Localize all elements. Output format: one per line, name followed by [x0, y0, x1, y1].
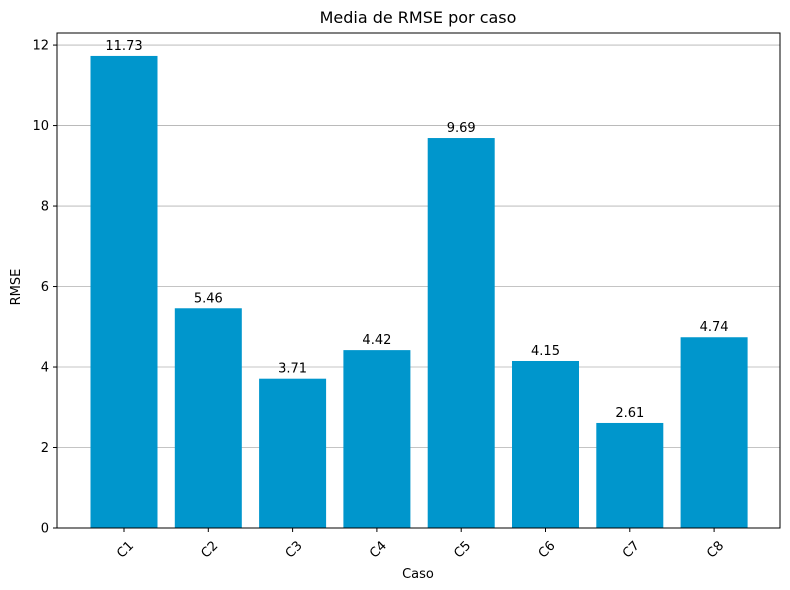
y-tick-label: 8: [41, 200, 49, 215]
bar-c5: [427, 138, 495, 528]
y-tick-label: 4: [41, 361, 49, 376]
x-axis-ticks: C1 C2 C3 C4 C5 C6 C7 C8: [114, 528, 727, 561]
x-tick-label-c3: C3: [283, 538, 306, 561]
y-axis-label: RMSE: [9, 269, 24, 306]
bar-c3: [259, 378, 327, 528]
x-tick-label-c4: C4: [367, 538, 390, 561]
y-tick-label: 2: [41, 441, 49, 456]
x-tick-label-c7: C7: [620, 538, 643, 561]
value-labels: 11.73 5.46 3.71 4.42 9.69 4.15 2.61 4.74: [105, 39, 728, 421]
axes-frame: [56, 32, 781, 529]
value-label-c1: 11.73: [105, 39, 142, 54]
y-axis-ticks: 0 2 4 6 8 10 12: [32, 39, 57, 537]
bars: [90, 55, 748, 528]
y-tick-label: 0: [41, 522, 49, 537]
x-tick-label-c1: C1: [114, 538, 137, 561]
y-tick-label: 12: [32, 39, 49, 54]
value-label-c4: 4.42: [362, 333, 391, 348]
x-axis-label: Caso: [402, 567, 434, 582]
value-label-c2: 5.46: [194, 291, 223, 306]
bar-c8: [680, 337, 748, 528]
bar-c1: [90, 55, 158, 528]
chart-title: Media de RMSE por caso: [320, 8, 517, 27]
value-label-c7: 2.61: [615, 406, 644, 421]
gridlines: [57, 44, 780, 448]
y-tick-label: 6: [41, 280, 49, 295]
x-tick-label-c5: C5: [451, 538, 474, 561]
value-label-c3: 3.71: [278, 362, 307, 377]
bar-c6: [512, 360, 579, 528]
value-label-c8: 4.74: [700, 320, 729, 335]
bar-c4: [343, 350, 411, 528]
x-tick-label-c2: C2: [198, 538, 221, 561]
bar-c2: [174, 308, 242, 528]
value-label-c5: 9.69: [447, 121, 476, 136]
x-tick-label-c8: C8: [704, 538, 727, 561]
value-label-c6: 4.15: [531, 344, 560, 359]
x-tick-label-c6: C6: [536, 538, 559, 561]
bar-c7: [596, 422, 664, 528]
y-tick-label: 10: [32, 119, 49, 134]
